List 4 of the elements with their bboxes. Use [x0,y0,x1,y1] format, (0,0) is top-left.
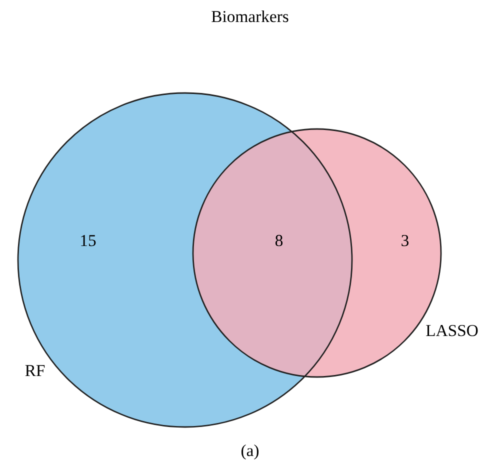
text: (a) [241,444,259,460]
data-label: 15 [81,235,96,246]
text: Biomarkers [212,10,288,22]
text: RF [25,365,45,376]
